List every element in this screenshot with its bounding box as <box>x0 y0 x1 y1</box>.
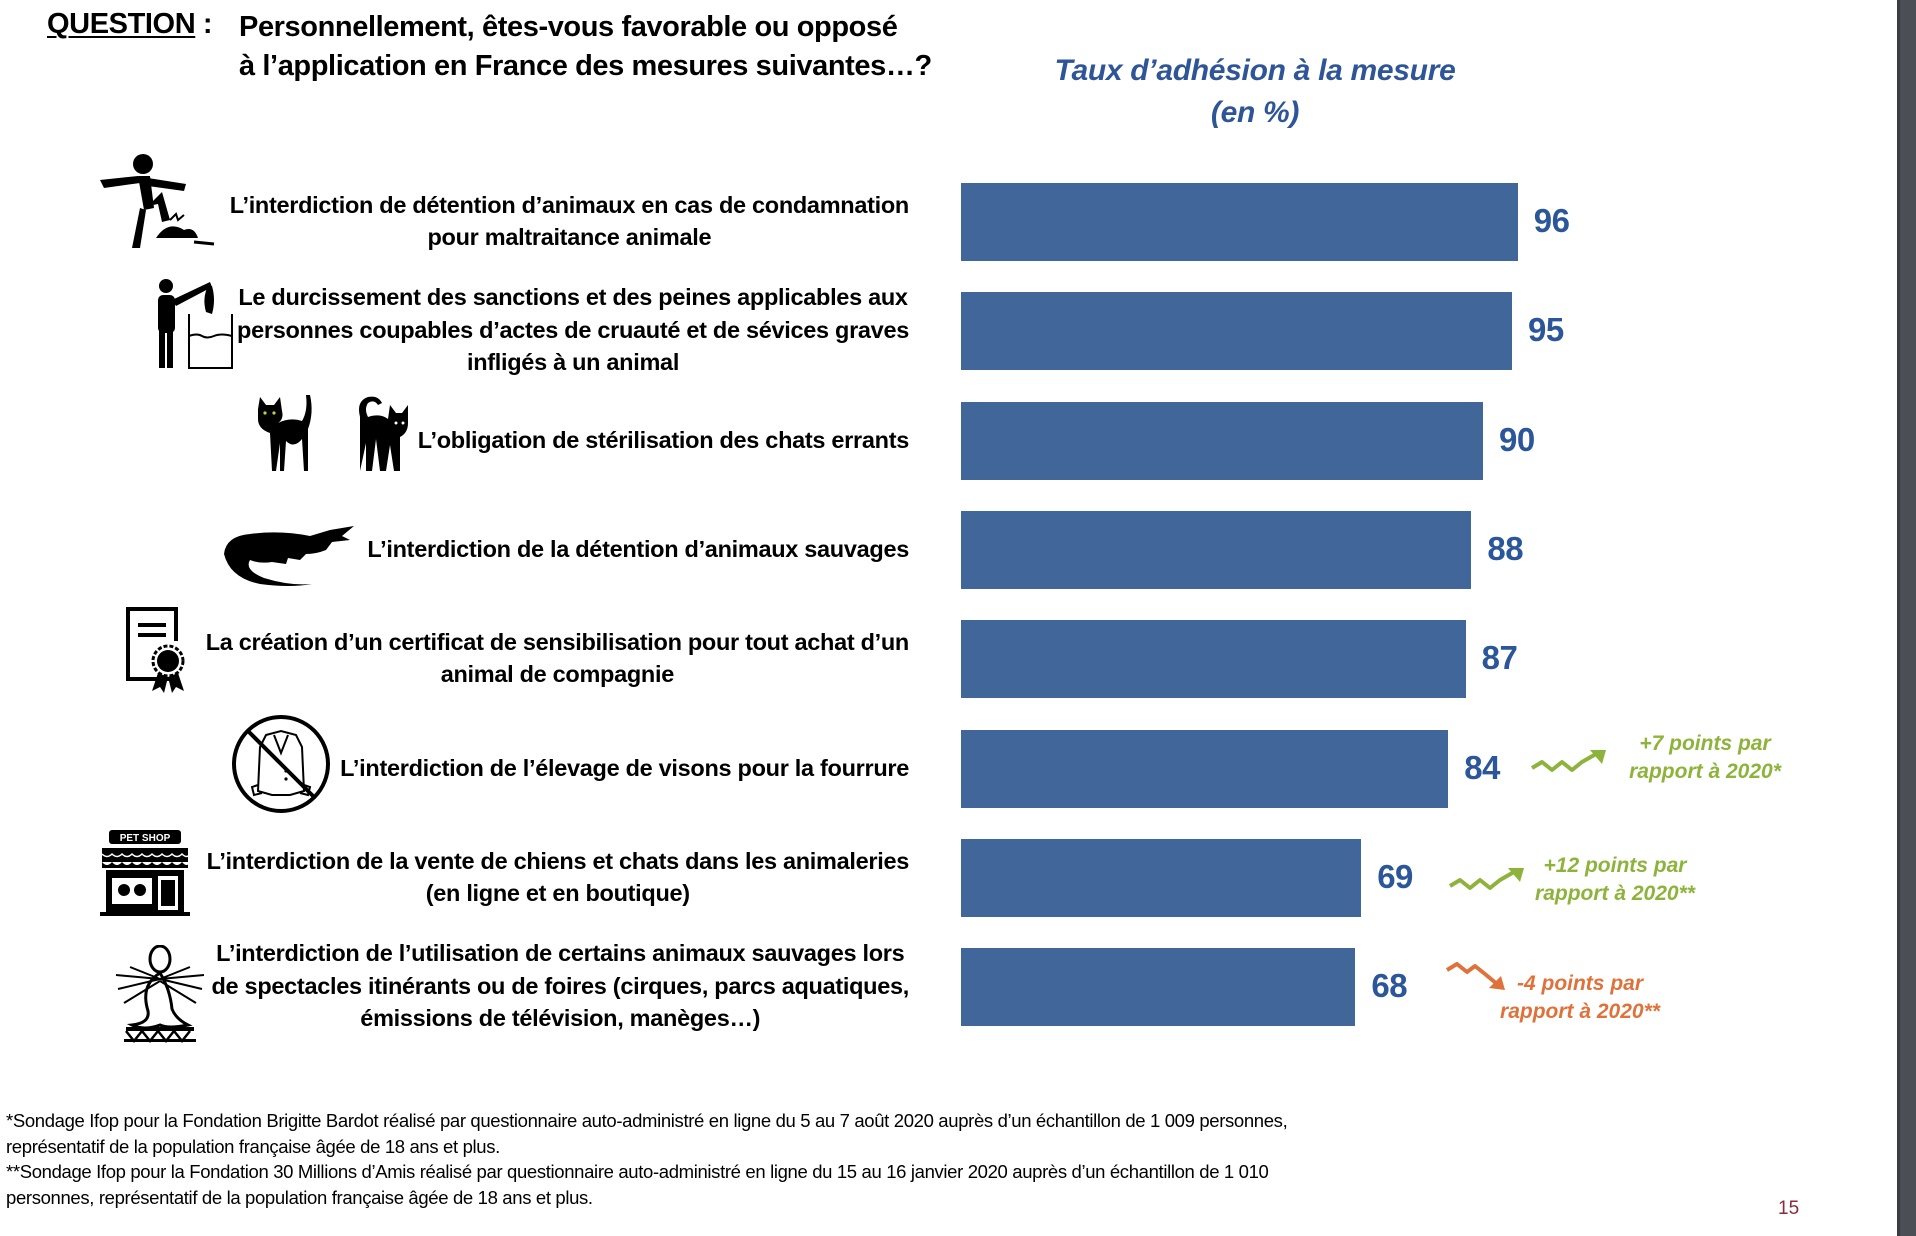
footnote-line: **Sondage Ifop pour la Fondation 30 Mill… <box>6 1161 1269 1182</box>
chart-title: Taux d’adhésion à la mesure (en %) <box>1054 54 1456 129</box>
value-label: 90 <box>1499 421 1535 458</box>
category-label: L’interdiction de l’élevage de visons po… <box>340 754 909 781</box>
question-label-text: QUESTION <box>47 8 196 40</box>
category-label: L’interdiction de détention d’animaux en… <box>229 191 910 251</box>
bar <box>961 183 1518 261</box>
value-label: 96 <box>1533 202 1570 239</box>
trend-annotation: +7 points par rapport à 2020* <box>1629 732 1781 783</box>
person-kicking-animal-icon <box>98 150 222 250</box>
pet-shop-sign: PET SHOP <box>120 833 171 844</box>
certificate-icon <box>124 605 190 697</box>
question-label: QUESTION : <box>47 8 213 41</box>
crocodile-icon <box>220 524 356 588</box>
category-label: Le durcissement des sanctions et des pei… <box>237 284 909 376</box>
value-label: 68 <box>1371 967 1408 1004</box>
category-label: L’interdiction de la détention d’animaux… <box>367 535 909 562</box>
footnote-line: personnes, représentatif de la populatio… <box>6 1187 593 1208</box>
viewer-scrollbar[interactable] <box>1897 0 1916 1236</box>
pet-shop-icon: PET SHOP <box>100 828 191 916</box>
category-label: L’interdiction de la vente de chiens et … <box>206 847 910 907</box>
value-label: 84 <box>1464 749 1500 786</box>
bar <box>961 511 1472 589</box>
trend-up-arrow-icon <box>1448 866 1526 901</box>
category-label: La création d’un certificat de sensibili… <box>205 628 910 688</box>
cats-icon <box>250 393 420 473</box>
bar <box>961 839 1362 917</box>
bar <box>961 730 1449 808</box>
trend-down-arrow-icon <box>1445 962 1511 997</box>
footnote-line: représentatif de la population française… <box>6 1136 500 1157</box>
trend-annotation: -4 points par rapport à 2020** <box>1500 972 1660 1023</box>
person-drowning-animal-icon <box>152 278 234 370</box>
bar <box>961 948 1356 1026</box>
page-number: 15 <box>1778 1198 1800 1219</box>
bar <box>961 292 1512 370</box>
value-label: 87 <box>1481 639 1518 676</box>
category-label: L’obligation de stérilisation des chats … <box>417 426 910 453</box>
no-fur-coat-icon <box>230 713 332 815</box>
trend-up-arrow-icon <box>1530 748 1608 783</box>
value-label: 88 <box>1487 530 1524 567</box>
trend-annotation: +12 points par rapport à 2020** <box>1535 854 1695 905</box>
bar <box>961 620 1466 698</box>
footnote-line: *Sondage Ifop pour la Fondation Brigitte… <box>6 1110 1288 1131</box>
category-label: L’interdiction de l’utilisation de certa… <box>211 940 910 1032</box>
value-label: 69 <box>1377 858 1413 895</box>
bar <box>961 402 1483 480</box>
circus-seal-icon <box>110 944 210 1044</box>
question-text: Personnellement, êtes-vous favorable ou … <box>239 11 932 82</box>
value-label: 95 <box>1528 311 1564 348</box>
question-separator: : <box>195 8 213 40</box>
